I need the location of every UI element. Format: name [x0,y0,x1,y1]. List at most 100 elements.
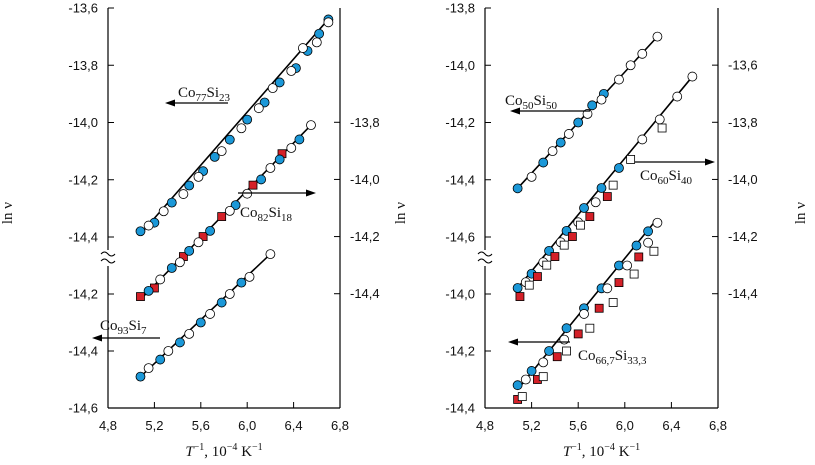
y2-tick-label: -13,8 [728,115,758,130]
x-tick-label: 6,0 [238,418,256,433]
y2-tick-label: -14,4 [350,286,380,301]
circle-marker [512,183,523,194]
y-tick-label: -14,2 [445,115,475,130]
x-axis-title-part: −1 [252,442,263,453]
circle-marker [314,28,325,39]
circle-marker [323,17,334,28]
circle-marker [512,380,523,391]
circle-marker [538,357,549,368]
y-axis-title: ln ν [393,202,409,224]
series-label-part: 82 [258,212,269,224]
circle-marker [224,134,235,145]
square-marker [585,212,595,221]
square-marker [608,298,618,307]
circle-marker [306,120,316,131]
circle-marker [195,317,206,328]
circle-marker [224,289,235,299]
square-marker [567,232,577,241]
circle-marker [579,309,589,319]
circle-marker [155,274,166,285]
square-marker [550,252,560,261]
circle-marker [236,123,247,134]
circle-marker [242,114,253,125]
circle-marker [520,374,531,385]
circle-marker [547,146,558,157]
square-marker [198,232,208,241]
y-tick-label: -14,2 [68,287,98,302]
y2-tick-label: -14,0 [728,172,758,187]
circle-marker [559,334,570,345]
series-label-part: Co [640,168,658,184]
circle-marker [582,109,593,119]
circle-marker [602,283,613,294]
circle-marker [687,71,698,82]
square-marker [657,123,667,133]
x-axis-title-part: −1 [571,442,582,453]
series-label: Co82Si18 [240,205,293,224]
series-label: Co60Si40 [640,168,693,187]
x-axis-title-part: −4 [227,442,238,453]
circle-marker [622,260,633,271]
series-label-part: 50 [523,100,535,112]
x-tick-label: 5,6 [569,418,587,433]
y-tick-label: -14,4 [68,230,98,245]
x-axis-title-part: −1 [630,442,641,453]
x-axis-title-part: T [185,444,195,460]
circle-marker [526,171,537,182]
square-marker [594,303,604,313]
square-marker [602,192,612,201]
square-marker [248,180,258,190]
circle-marker [178,189,189,199]
square-marker [542,260,552,270]
circle-marker [274,77,285,88]
circle-marker [224,205,235,216]
series-label-part: 93 [118,325,130,337]
x-axis-title-part: −4 [604,442,615,453]
square-marker [538,372,548,382]
series-label-part: Co [505,93,523,109]
x-tick-label: 6,0 [616,418,634,433]
square-marker [136,292,145,301]
x-tick-label: 5,2 [145,418,163,433]
circle-marker [544,346,554,356]
circle-marker [311,37,322,48]
y2-tick-label: -14,0 [350,172,380,187]
circle-marker [184,328,195,339]
circle-marker [590,197,601,208]
x-axis-title-part: K [615,444,630,460]
circle-marker [579,203,589,213]
circle-marker [637,48,648,59]
circle-marker [555,137,566,148]
square-marker [649,246,659,256]
series-label-part: Si [615,348,628,364]
arrow-head [705,158,715,166]
square-marker [524,280,534,290]
circle-marker [265,163,276,173]
series-label-part: Si [129,318,142,334]
x-tick-label: 6,8 [709,418,727,433]
x-axis-title-part: , 10 [582,444,605,460]
circle-marker [184,245,195,256]
series-label-part: 40 [681,175,693,187]
circle-marker [193,171,204,182]
series-label: Co77Si23 [178,85,231,104]
circle-marker [135,371,146,382]
circle-marker [143,363,154,374]
square-marker [634,252,644,262]
y-tick-label: -13,8 [445,1,475,16]
circle-marker [216,297,227,308]
x-axis-title-part: T [563,444,573,460]
circle-marker [143,285,154,296]
x-axis-title-part: −1 [194,442,205,453]
square-marker [614,278,624,288]
series-label: Co93Si7 [100,318,147,337]
circle-marker [561,323,572,334]
circle-marker [652,31,663,42]
y-tick-label: -14,2 [445,344,475,359]
square-marker [515,292,525,301]
circle-marker [193,237,204,248]
x-tick-label: 6,4 [662,418,680,433]
x-axis-title: T−1, 10−4 K−1 [185,442,262,460]
circle-marker [184,180,195,191]
square-marker [217,212,227,221]
